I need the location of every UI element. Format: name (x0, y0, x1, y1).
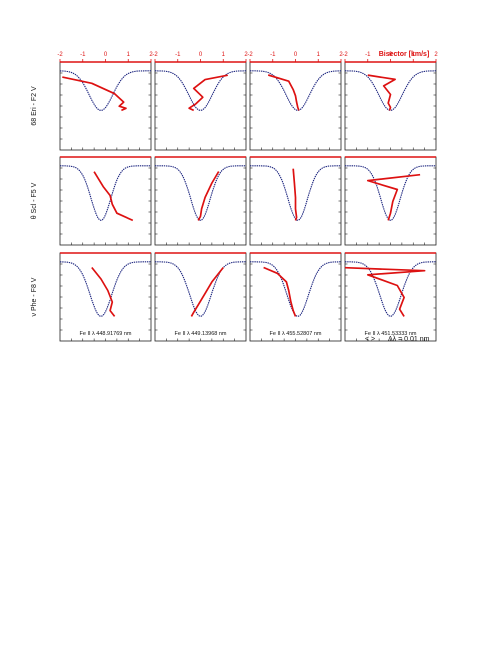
line-id-label: Fe II λ 449.13968 nm (175, 331, 227, 337)
velocity-tick-label: 2 (244, 52, 248, 58)
scale-note: Δλ = 0.01 nm (388, 336, 430, 343)
velocity-tick-label: 0 (199, 52, 203, 58)
line-profile (155, 70, 246, 111)
panel-frame (59, 156, 152, 246)
bisector-axis-title: Bisector [km/s] (379, 51, 430, 58)
panel-frame (59, 61, 152, 151)
line-profile (345, 70, 436, 111)
panel-frame (154, 61, 247, 151)
line-profile (250, 70, 342, 111)
panel-frame (249, 252, 342, 342)
panel-grid: 68 Eri - F2 V-2 -1 0 1 2 -2 -1 0 1 2 -2 -1 0 1 2 -2 -1 0 1… (31, 52, 438, 342)
bisector-line (263, 266, 297, 317)
bisector-line (344, 266, 426, 317)
line-id-label: Fe II λ 448.91769 nm (80, 331, 132, 337)
velocity-tick-label: -1 (175, 52, 181, 58)
velocity-tick-label: 2 (339, 52, 343, 58)
velocity-tick-label: 2 (149, 52, 153, 58)
panel-frame (59, 252, 152, 342)
velocity-tick-label: 0 (389, 52, 393, 58)
bisector-line (91, 266, 116, 317)
row-label: 68 Eri - F2 V (31, 86, 38, 126)
bisector-line (366, 173, 421, 221)
velocity-tick-label: 0 (294, 52, 298, 58)
line-id-label: Fe II λ 451.53333 nm (365, 331, 417, 337)
row-label: ν Phe - F8 V (31, 277, 38, 316)
bisector-line (93, 171, 134, 222)
velocity-tick-label: -2 (342, 52, 348, 58)
line-profile (59, 261, 151, 317)
panel-frame (249, 61, 342, 151)
velocity-tick-label: -1 (80, 52, 86, 58)
velocity-tick-label: 1 (127, 52, 131, 58)
line-id-label: Fe II λ 455.52807 nm (270, 331, 322, 337)
velocity-tick-label: 2 (434, 52, 438, 58)
velocity-tick-label: -1 (365, 52, 371, 58)
panel-frame (344, 252, 437, 342)
velocity-tick-label: 1 (317, 52, 321, 58)
panel-frame (154, 252, 247, 342)
bisector-line (197, 171, 220, 221)
velocity-tick-label: 0 (104, 52, 108, 58)
scale-arrows: < > (365, 336, 375, 343)
bisector-line (190, 266, 224, 317)
bisector-line (267, 74, 300, 111)
line-profile (250, 261, 341, 317)
bisector-line (292, 168, 298, 221)
velocity-tick-label: -2 (152, 52, 158, 58)
line-profile (60, 70, 151, 111)
bisector-line (188, 74, 228, 112)
velocity-tick-label: -2 (57, 52, 63, 58)
row-label: θ Scl - F5 V (31, 182, 38, 219)
bisector-line (62, 76, 127, 112)
line-profile (60, 165, 151, 222)
line-profile (155, 165, 246, 222)
velocity-tick-label: -1 (270, 52, 276, 58)
velocity-tick-label: 1 (412, 52, 416, 58)
line-profile (345, 165, 436, 222)
panel-frame (344, 156, 437, 246)
bisector-line (367, 74, 396, 111)
line-profile (155, 261, 246, 317)
velocity-tick-label: 1 (222, 52, 226, 58)
panel-frame (154, 156, 247, 246)
velocity-tick-label: -2 (247, 52, 253, 58)
